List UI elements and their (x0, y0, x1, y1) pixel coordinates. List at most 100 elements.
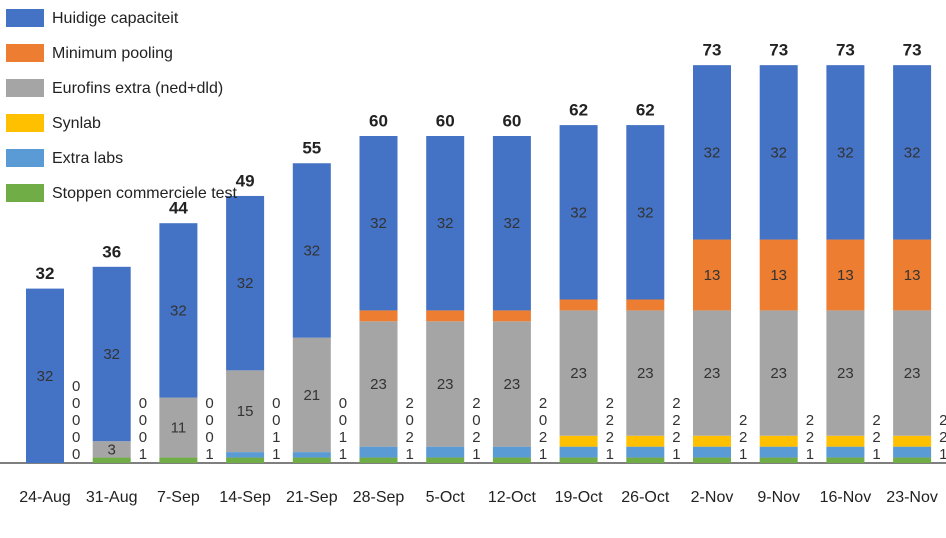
bar-segment (426, 321, 465, 447)
segment-label: 23 (904, 365, 921, 382)
segment-label: 1 (339, 446, 347, 463)
legend-swatch (6, 149, 44, 167)
total-label: 73 (903, 41, 922, 60)
segment-label: 2 (872, 412, 880, 429)
segment-label: 1 (406, 446, 414, 463)
segment-label: 32 (37, 368, 54, 385)
segment-label: 0 (272, 395, 280, 412)
segment-label: 1 (339, 429, 347, 446)
bar-segment (226, 457, 265, 463)
segment-label: 3 (108, 441, 116, 458)
segment-label: 11 (171, 420, 187, 437)
segment-label: 32 (370, 215, 387, 232)
segment-label: 13 (904, 267, 921, 284)
legend-swatch (6, 44, 44, 62)
segment-label: 32 (237, 275, 254, 292)
segment-label: 0 (205, 395, 213, 412)
total-label: 73 (769, 41, 788, 60)
bar-segment (826, 446, 865, 458)
bar-segment (826, 65, 865, 240)
total-label: 44 (169, 199, 188, 218)
segment-label: 32 (504, 215, 521, 232)
bar-segment (492, 457, 531, 463)
bar-segment (359, 321, 398, 447)
bar-segment (559, 457, 598, 463)
segment-label: 1 (205, 446, 213, 463)
bar-segment (226, 195, 265, 371)
bar-segment (426, 457, 465, 463)
segment-label: 0 (406, 412, 414, 429)
bar-segment (492, 136, 531, 311)
legend-swatch (6, 184, 44, 202)
segment-label: 2 (406, 395, 414, 412)
segment-label: 2 (806, 412, 814, 429)
legend-label: Eurofins extra (ned+dld) (52, 80, 223, 97)
segment-label: 0 (72, 446, 80, 463)
segment-label: 0 (72, 429, 80, 446)
bar-segment (759, 65, 798, 240)
total-label: 55 (302, 139, 321, 158)
bar-segment (92, 441, 131, 458)
bar-segment (292, 163, 331, 338)
segment-label: 2 (939, 412, 946, 429)
segment-label: 2 (672, 429, 680, 446)
segment-label: 2 (739, 429, 747, 446)
x-tick-label: 28-Sep (353, 489, 405, 506)
bar-segment (559, 310, 598, 436)
segment-label: 0 (272, 412, 280, 429)
segment-label: 0 (72, 412, 80, 429)
segment-label: 13 (837, 267, 854, 284)
bar-segment (159, 457, 198, 463)
segment-label: 32 (103, 346, 120, 363)
total-label: 32 (36, 264, 55, 283)
segment-label: 23 (504, 376, 521, 393)
bar-segment (359, 136, 398, 311)
bar-segment (292, 337, 331, 453)
segment-label: 2 (939, 429, 946, 446)
total-label: 73 (836, 41, 855, 60)
bar-segment (626, 310, 665, 436)
segment-label: 23 (704, 365, 721, 382)
bar-segment (292, 457, 331, 463)
bar-segment (826, 239, 865, 311)
segment-label: 0 (472, 412, 480, 429)
bar-segment (826, 310, 865, 436)
bar-segment (626, 435, 665, 447)
segment-label: 2 (606, 412, 614, 429)
segment-label: 32 (904, 144, 921, 161)
segment-label: 23 (370, 376, 387, 393)
segment-label: 2 (872, 429, 880, 446)
segment-label: 23 (437, 376, 454, 393)
segment-label: 32 (770, 144, 787, 161)
bar-segment (826, 457, 865, 463)
segment-label: 13 (770, 267, 787, 284)
bar-segment (92, 457, 131, 463)
bar-segment (693, 65, 731, 240)
segment-label: 0 (205, 412, 213, 429)
segment-label: 0 (205, 429, 213, 446)
legend-label: Huidige capaciteit (52, 10, 179, 27)
legend-swatch (6, 9, 44, 27)
segment-label: 2 (806, 429, 814, 446)
legend-label: Stoppen commerciele test (52, 185, 238, 202)
segment-label: 1 (139, 446, 147, 463)
segment-label: 32 (837, 144, 854, 161)
segment-label: 2 (539, 429, 547, 446)
bar-segment (693, 457, 731, 463)
x-tick-label: 19-Oct (555, 489, 604, 506)
total-label: 36 (102, 242, 121, 261)
bar-segment (159, 397, 198, 458)
segment-label: 1 (872, 446, 880, 463)
total-label: 62 (636, 101, 655, 120)
segment-label: 0 (139, 395, 147, 412)
segment-label: 0 (339, 395, 347, 412)
total-label: 60 (502, 111, 521, 130)
bar-segment (226, 452, 265, 458)
x-tick-label: 16-Nov (820, 489, 872, 506)
bar-segment (226, 370, 265, 453)
x-tick-label: 26-Oct (621, 489, 670, 506)
bar-segment (292, 452, 331, 458)
bar-segment (92, 266, 131, 442)
x-tick-label: 21-Sep (286, 489, 338, 506)
